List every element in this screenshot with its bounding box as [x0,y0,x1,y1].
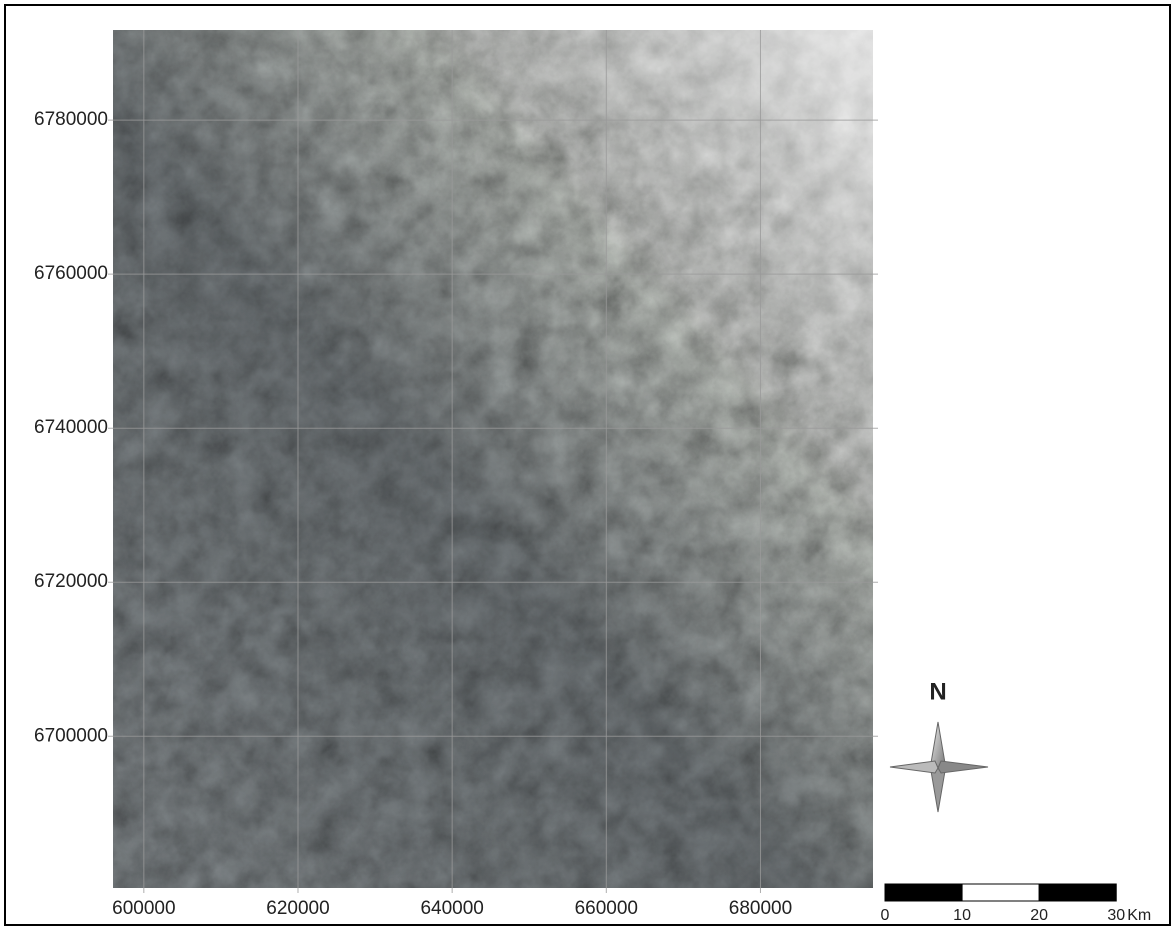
scale-unit: Km [1127,907,1151,924]
x-tick-label: 680000 [729,898,792,919]
scale-label: 0 [881,907,890,924]
north-label: N [929,678,946,705]
scale-label: 30 [1107,907,1125,924]
scale-label: 20 [1030,907,1048,924]
scale-segment [1039,884,1116,901]
scale-label: 10 [953,907,971,924]
x-tick-label: 600000 [112,898,175,919]
map-page: N 600000 620000 640000 660000 680000 6780000 6… [0,0,1175,930]
x-tick-label: 660000 [575,898,638,919]
y-tick-label: 6740000 [34,417,108,438]
y-tick-label: 6700000 [34,725,108,746]
scale-segment [962,884,1039,901]
y-tick-label: 6760000 [34,263,108,284]
x-tick-label: 640000 [420,898,483,919]
scale-segment [885,884,962,901]
y-tick-label: 6780000 [34,109,108,130]
elevation-raster [113,30,873,888]
y-tick-label: 6720000 [34,571,108,592]
x-tick-label: 620000 [266,898,329,919]
